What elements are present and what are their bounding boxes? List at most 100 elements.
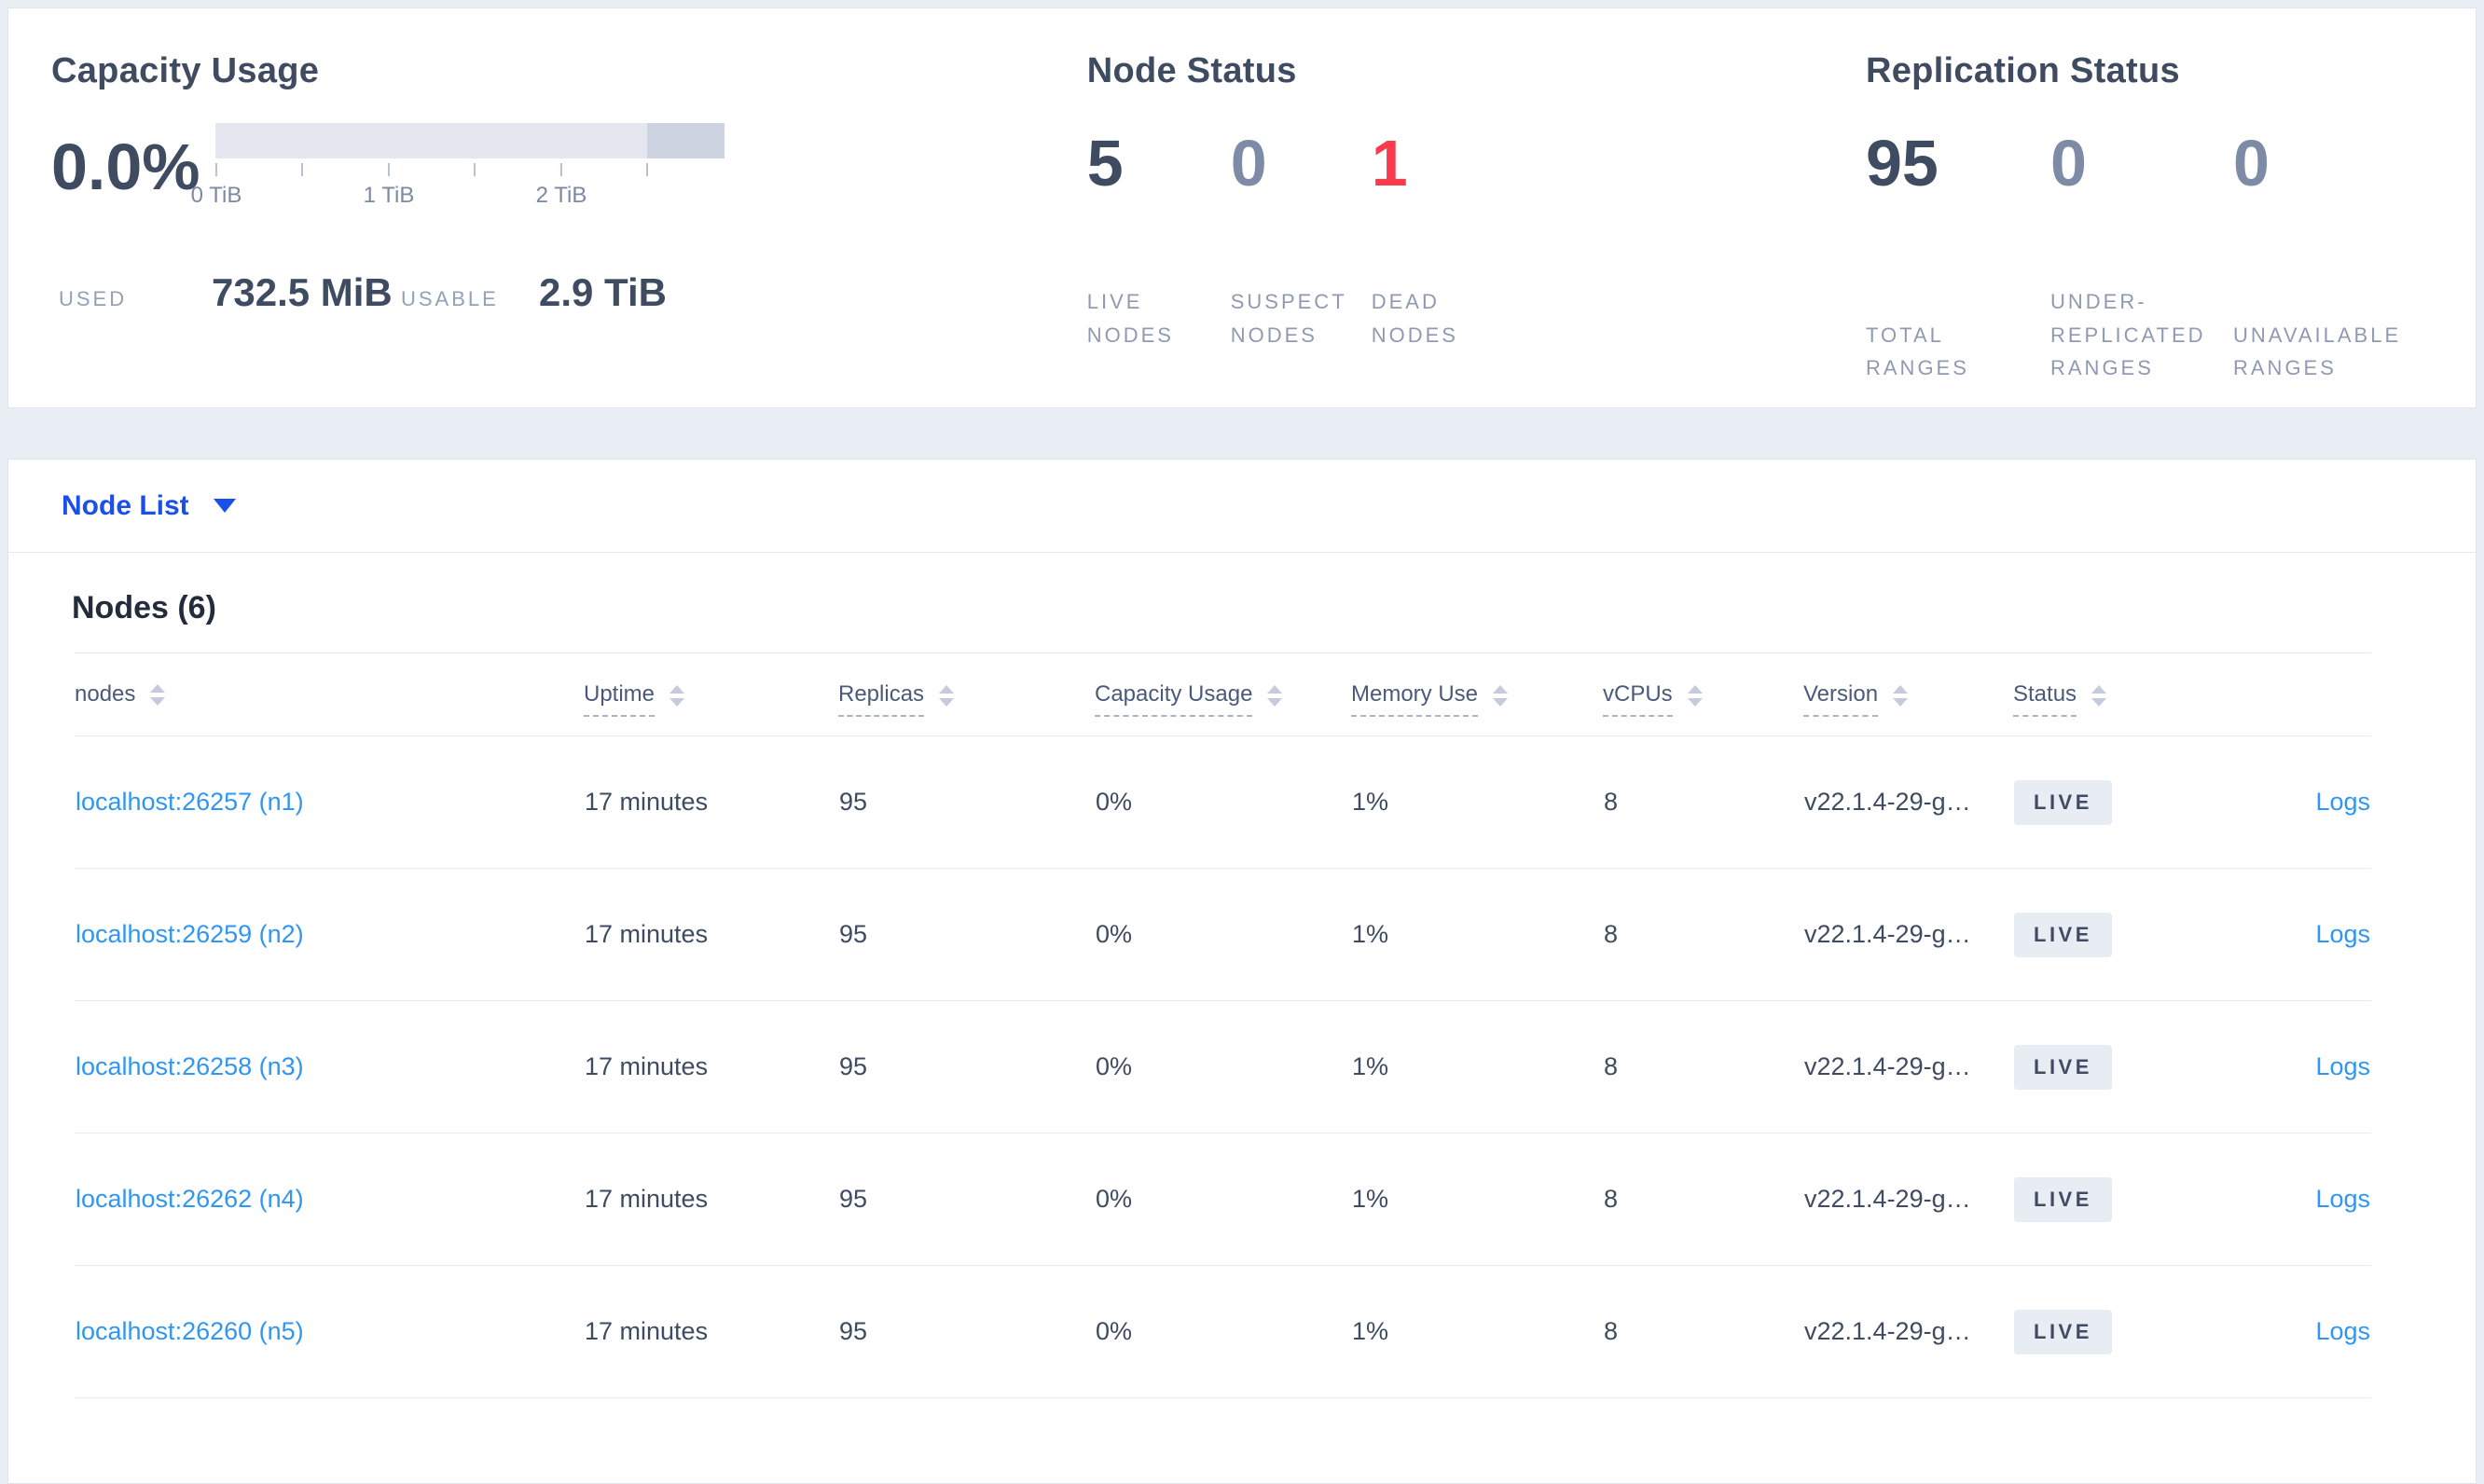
logs-link[interactable]: Logs [2315,920,2370,948]
table-body: localhost:26257 (n1) 17 minutes 95 0% 1%… [75,735,2371,1398]
unavailable-ranges-label: UNAVAILABLE RANGES [2233,323,2402,380]
version-cell: v22.1.4-29-g… [1803,735,2013,869]
node-link[interactable]: localhost:26259 (n2) [76,920,304,948]
version-cell: v22.1.4-29-g… [1803,1133,2013,1266]
node-link[interactable]: localhost:26262 (n4) [76,1185,304,1213]
axis-label-2tib: 2 TiB [535,183,587,208]
chevron-down-icon [213,499,236,513]
replicas-cell: 95 [838,1133,1095,1266]
capacity-used-percent: 0.0% [51,131,200,203]
replication-status-title: Replication Status [1866,51,2180,90]
vcpus-cell: 8 [1603,868,1803,1001]
capacity-bar-reserved-segment [647,123,724,158]
column-header[interactable]: Capacity Usage [1095,653,1351,736]
status-badge: LIVE [2014,912,2112,957]
uptime-cell: 17 minutes [584,1265,838,1398]
nodes-table: nodes Uptime [75,653,2371,1398]
axis-label-0tib: 0 TiB [190,183,242,208]
node-status-title: Node Status [1086,51,1297,90]
column-header[interactable]: nodes [75,653,584,736]
sort-icon[interactable] [1267,684,1283,707]
memory-use-cell: 1% [1351,1000,1603,1134]
under-replicated-ranges-label: UNDER- REPLICATED RANGES [2050,290,2206,380]
capacity-bar-chart: 0 TiB 1 TiB 2 TiB [191,123,724,213]
sort-icon[interactable] [1687,684,1703,707]
memory-use-cell: 1% [1351,1133,1603,1266]
status-badge: LIVE [2014,1044,2112,1090]
unavailable-ranges-count: 0 [2233,127,2270,199]
version-cell: v22.1.4-29-g… [1803,868,2013,1001]
logs-link[interactable]: Logs [2315,1052,2370,1080]
capacity-axis-ticks [215,163,724,177]
column-header[interactable]: Uptime [584,653,838,736]
uptime-cell: 17 minutes [584,868,838,1001]
uptime-cell: 17 minutes [584,1133,838,1266]
sort-icon[interactable] [150,683,166,706]
capacity-usage-title: Capacity Usage [51,51,320,90]
sort-icon[interactable] [669,684,685,707]
sort-icon[interactable] [939,684,955,707]
live-nodes-label: LIVE NODES [1086,290,1174,347]
column-header[interactable]: Replicas [838,653,1095,736]
logs-link[interactable]: Logs [2315,788,2370,816]
node-link[interactable]: localhost:26257 (n1) [76,788,304,816]
replication-status-section: Replication Status 95 0 0 TOTAL RANGES U… [1866,8,2476,407]
column-header[interactable]: Version [1803,653,2013,736]
capacity-usage-cell: 0% [1095,1265,1351,1398]
table-row: localhost:26259 (n2) 17 minutes 95 0% 1%… [75,868,2371,1001]
suspect-nodes-count: 0 [1230,127,1267,199]
vcpus-cell: 8 [1603,1133,1803,1266]
uptime-cell: 17 minutes [584,735,838,869]
table-row: localhost:26260 (n5) 17 minutes 95 0% 1%… [75,1265,2371,1398]
used-value: 732.5 MiB [212,270,393,314]
replicas-cell: 95 [838,868,1095,1001]
replicas-cell: 95 [838,1000,1095,1134]
capacity-usage-cell: 0% [1095,1000,1351,1134]
node-list-dropdown[interactable]: Node List [62,490,236,522]
node-status-section: Node Status 5 0 1 LIVE NODES SUSPECT NOD… [1087,8,1866,407]
nodes-heading: Nodes (6) [72,590,216,625]
suspect-nodes-label: SUSPECT NODES [1230,290,1347,347]
version-cell: v22.1.4-29-g… [1803,1265,2013,1398]
sort-icon[interactable] [2091,684,2107,707]
capacity-bar-track [215,123,724,158]
uptime-cell: 17 minutes [584,1000,838,1134]
column-header[interactable]: Memory Use [1351,653,1603,736]
table-row: localhost:26258 (n3) 17 minutes 95 0% 1%… [75,1000,2371,1134]
status-badge: LIVE [2014,779,2112,825]
node-list-panel: Node List Nodes (6) nodes [7,459,2477,1484]
table-row: localhost:26262 (n4) 17 minutes 95 0% 1%… [75,1133,2371,1266]
dead-nodes-count: 1 [1371,127,1408,199]
column-header[interactable]: vCPUs [1603,653,1803,736]
used-label: USED [59,287,128,310]
usable-value: 2.9 TiB [539,270,667,314]
node-link[interactable]: localhost:26260 (n5) [76,1317,304,1345]
cluster-summary-panel: Capacity Usage 0.0% 0 TiB 1 TiB 2 TiB US… [7,7,2477,408]
total-ranges-label: TOTAL RANGES [1866,323,1969,380]
capacity-usage-section: Capacity Usage 0.0% 0 TiB 1 TiB 2 TiB US… [8,8,1087,407]
table-header-row: nodes Uptime [75,653,2371,736]
axis-label-1tib: 1 TiB [363,183,415,208]
table-row: localhost:26257 (n1) 17 minutes 95 0% 1%… [75,735,2371,869]
nodes-table-section: Nodes (6) nodes [72,590,2371,1398]
capacity-usage-cell: 0% [1095,868,1351,1001]
usable-label: USABLE [401,287,499,310]
status-badge: LIVE [2014,1309,2112,1354]
node-list-dropdown-label: Node List [62,489,189,521]
replicas-cell: 95 [838,1265,1095,1398]
node-link[interactable]: localhost:26258 (n3) [76,1052,304,1080]
sort-icon[interactable] [1493,684,1509,707]
logs-link[interactable]: Logs [2315,1185,2370,1213]
capacity-axis-labels: 0 TiB 1 TiB 2 TiB [191,183,724,213]
capacity-usage-cell: 0% [1095,1133,1351,1266]
vcpus-cell: 8 [1603,1000,1803,1134]
column-header[interactable]: Status [2013,653,2265,736]
logs-link[interactable]: Logs [2315,1317,2370,1345]
memory-use-cell: 1% [1351,735,1603,869]
status-badge: LIVE [2014,1176,2112,1222]
column-header[interactable] [2265,653,2371,736]
node-list-toolbar: Node List [8,460,2476,553]
sort-icon[interactable] [1893,684,1909,707]
capacity-usage-cell: 0% [1095,735,1351,869]
memory-use-cell: 1% [1351,868,1603,1001]
